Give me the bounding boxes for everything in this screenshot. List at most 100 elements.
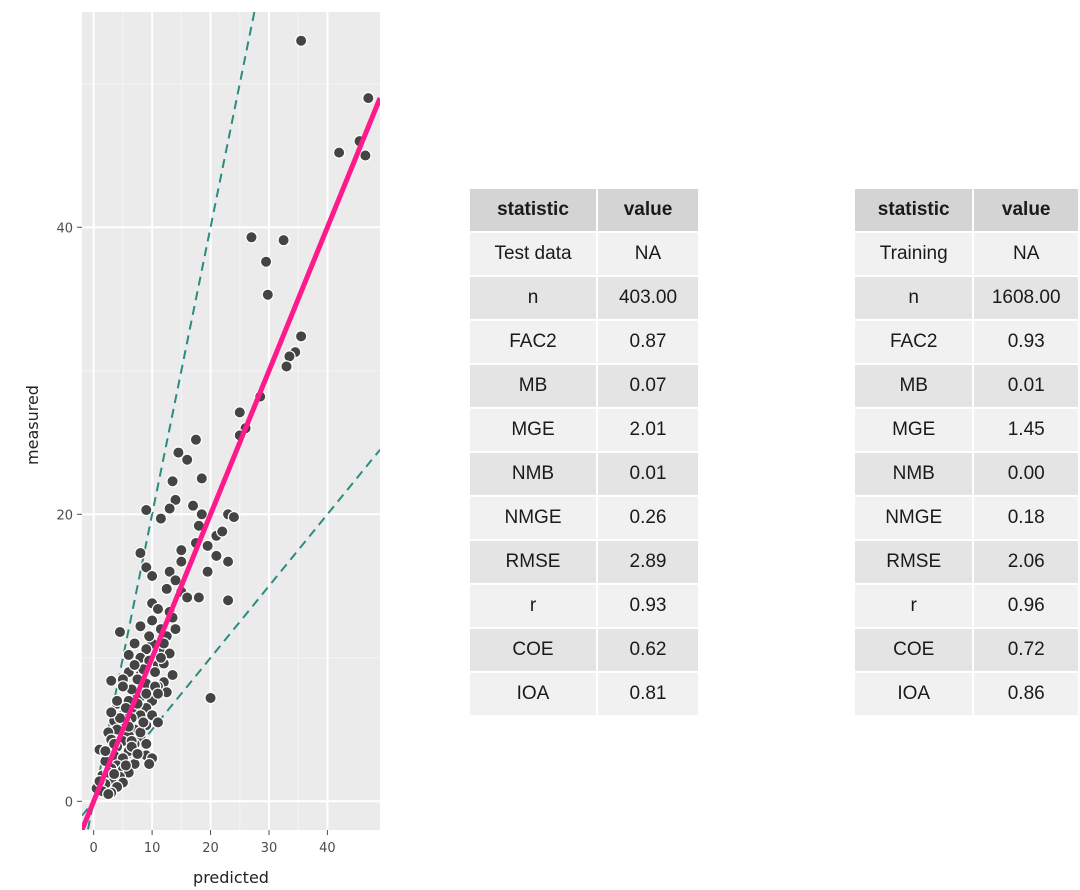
x-axis-title: predicted	[193, 868, 269, 887]
statistic-cell: r	[470, 585, 598, 629]
value-cell: 0.62	[598, 629, 700, 673]
table-row: r 0.93	[470, 585, 700, 629]
statistic-cell: COE	[855, 629, 975, 673]
statistic-cell: Training	[855, 233, 975, 277]
data-point	[134, 546, 147, 560]
statistic-cell: MB	[855, 365, 975, 409]
header-statistic: statistic	[855, 189, 975, 233]
value-cell: NA	[598, 233, 700, 277]
data-point	[113, 625, 127, 639]
value-cell: 0.18	[974, 497, 1080, 541]
data-point	[172, 446, 185, 459]
reference-line-dashed	[86, 12, 256, 830]
data-point	[134, 726, 147, 739]
data-point	[175, 555, 188, 568]
statistic-cell: MGE	[855, 409, 975, 453]
data-point	[359, 149, 372, 162]
data-point	[195, 508, 208, 521]
value-cell: NA	[974, 233, 1080, 277]
data-point	[137, 716, 150, 729]
data-point	[140, 561, 153, 574]
value-cell: 2.06	[974, 541, 1080, 585]
value-cell: 2.89	[598, 541, 700, 585]
data-point	[148, 665, 162, 679]
training-stats-table: statistic value Training NA n 1608.00 FAC2 0.9…	[855, 189, 1080, 717]
table-row: r 0.96	[855, 585, 1080, 629]
table-row: MGE 2.01	[470, 409, 700, 453]
statistic-cell: IOA	[470, 673, 598, 717]
data-point	[210, 549, 223, 563]
data-point	[362, 91, 375, 105]
table-row: COE 0.62	[470, 629, 700, 673]
x-tick-label: 40	[319, 841, 336, 856]
data-point	[131, 747, 144, 761]
data-point	[142, 630, 156, 643]
data-point	[180, 453, 194, 466]
statistic-cell: RMSE	[855, 541, 975, 585]
value-cell: 403.00	[598, 277, 700, 321]
y-tick-label: 40	[56, 221, 73, 236]
table-row: MGE 1.45	[855, 409, 1080, 453]
data-point	[175, 543, 188, 557]
data-point	[280, 360, 293, 373]
value-cell: 0.26	[598, 497, 700, 541]
statistic-cell: RMSE	[470, 541, 598, 585]
value-cell: 0.93	[598, 585, 700, 629]
value-cell: 0.86	[974, 673, 1080, 717]
value-cell: 0.72	[974, 629, 1080, 673]
x-tick-label: 10	[144, 841, 161, 856]
table-header-row: statistic value	[855, 189, 1080, 233]
data-point	[277, 233, 290, 247]
statistic-cell: NMB	[855, 453, 975, 497]
statistic-cell: n	[855, 277, 975, 321]
value-cell: 2.01	[598, 409, 700, 453]
table-row: n 1608.00	[855, 277, 1080, 321]
table-row: NMGE 0.26	[470, 497, 700, 541]
x-tick-label: 30	[261, 841, 278, 856]
test-stats-table: statistic value Test data NA n 403.00 FAC2 0.8…	[470, 189, 700, 717]
data-point	[221, 555, 235, 568]
table-row: Test data NA	[470, 233, 700, 277]
data-point	[105, 674, 118, 687]
statistic-cell: MGE	[470, 409, 598, 453]
header-value: value	[598, 189, 700, 233]
table-row: FAC2 0.87	[470, 321, 700, 365]
data-point	[110, 694, 124, 708]
value-cell: 0.96	[974, 585, 1080, 629]
x-tick-label: 20	[202, 841, 219, 856]
table-row: RMSE 2.89	[470, 541, 700, 585]
value-cell: 0.87	[598, 321, 700, 365]
statistic-cell: NMB	[470, 453, 598, 497]
data-point	[233, 406, 246, 419]
scatter-chart: 0 10 20 30 40 0 20 40 predicted measured	[23, 12, 380, 887]
data-point	[122, 648, 135, 662]
data-point	[151, 716, 165, 729]
table-header-row: statistic value	[470, 189, 700, 233]
table-row: IOA 0.81	[470, 673, 700, 717]
data-point	[134, 620, 147, 633]
header-statistic: statistic	[470, 189, 598, 233]
statistic-cell: COE	[470, 629, 598, 673]
data-point	[294, 330, 308, 343]
statistic-cell: Test data	[470, 233, 598, 277]
value-cell: 0.07	[598, 365, 700, 409]
table-row: FAC2 0.93	[855, 321, 1080, 365]
data-point	[105, 706, 118, 719]
table-row: RMSE 2.06	[855, 541, 1080, 585]
data-point	[107, 767, 121, 781]
data-point	[142, 757, 156, 771]
fit-line	[82, 97, 380, 830]
data-point	[332, 146, 346, 159]
statistic-cell: MB	[470, 365, 598, 409]
table-row: MB 0.01	[855, 365, 1080, 409]
plot-content	[82, 12, 380, 830]
y-tick-label: 20	[56, 508, 73, 523]
table-row: NMB 0.00	[855, 453, 1080, 497]
data-point	[102, 787, 115, 801]
statistic-cell: FAC2	[470, 321, 598, 365]
data-point	[166, 668, 179, 682]
data-point	[186, 499, 200, 512]
data-point	[140, 503, 153, 517]
table-row: Training NA	[855, 233, 1080, 277]
value-cell: 1.45	[974, 409, 1080, 453]
